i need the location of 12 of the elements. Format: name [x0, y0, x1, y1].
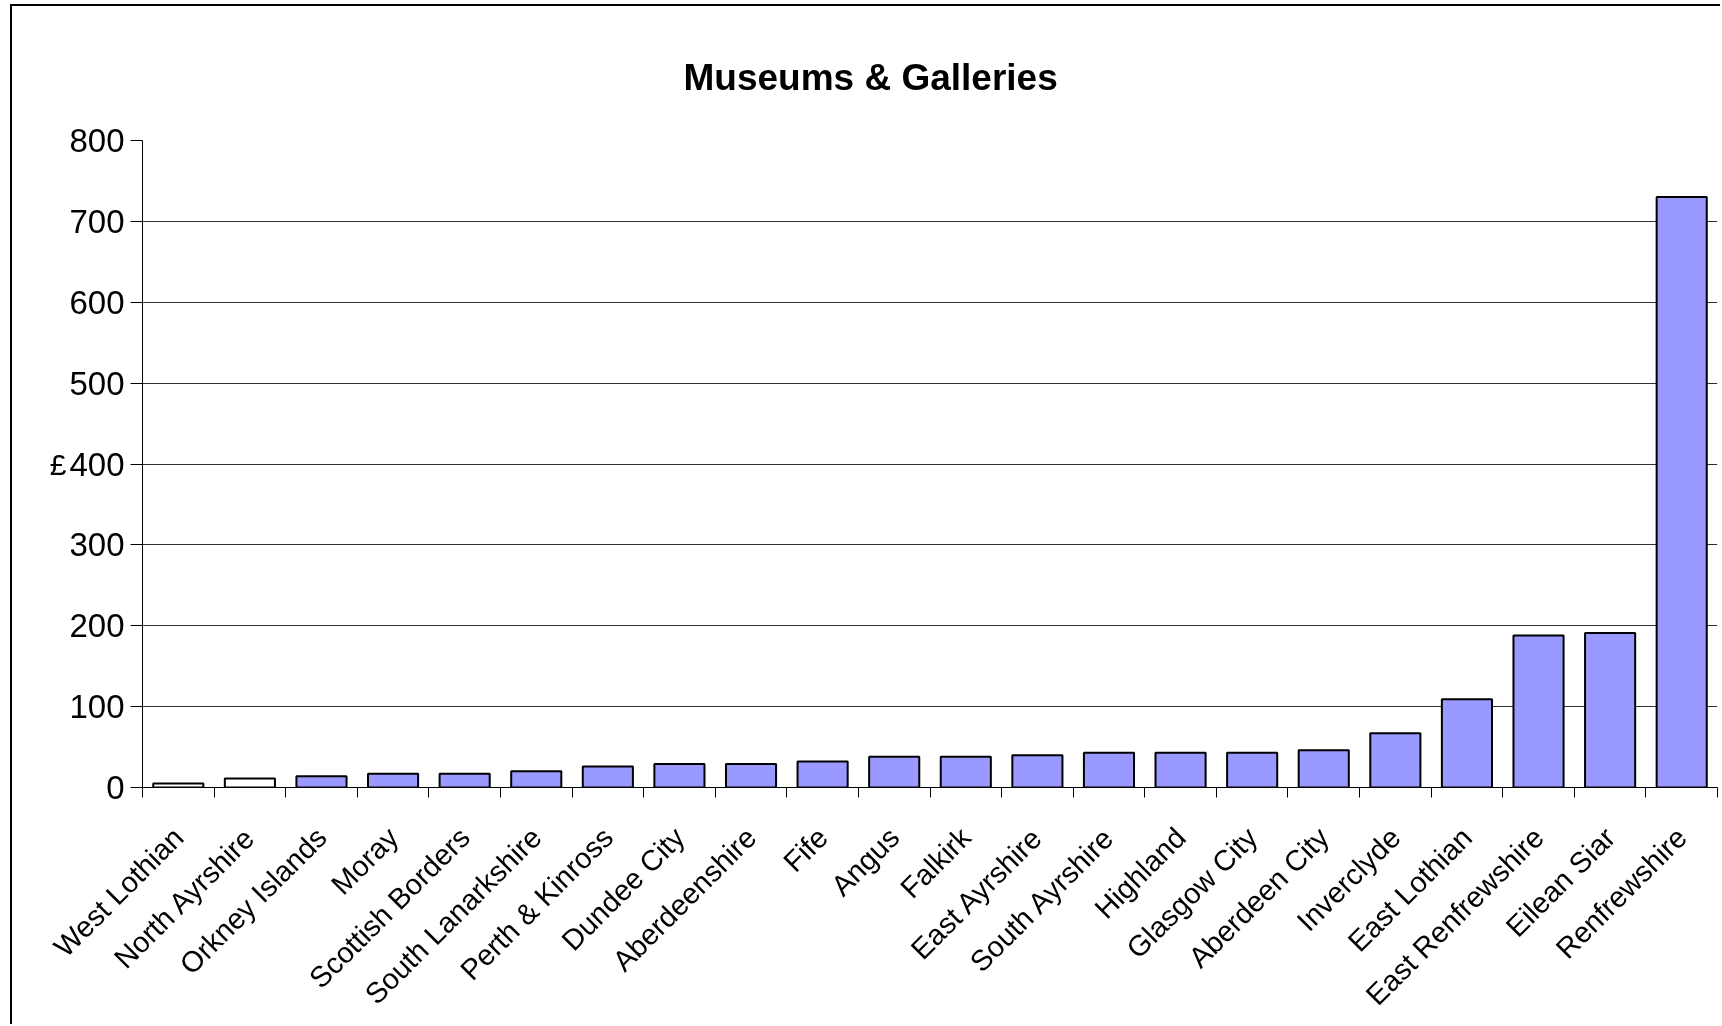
y-axis-title: £	[49, 447, 67, 481]
y-tick-label: 800	[69, 122, 125, 159]
y-tick-label: 700	[69, 202, 125, 240]
y-tick-label: 200	[69, 607, 125, 645]
y-tick-label: 300	[69, 526, 125, 564]
y-tick-label: 100	[69, 688, 125, 726]
y-tick-label: 0	[106, 769, 125, 806]
chart-title: Museums & Galleries	[683, 57, 1058, 98]
y-tick-label: 600	[69, 283, 125, 321]
y-tick-label: 400	[69, 445, 125, 483]
y-tick-label: 500	[69, 364, 125, 402]
x-tick-label: Fife	[777, 821, 834, 878]
